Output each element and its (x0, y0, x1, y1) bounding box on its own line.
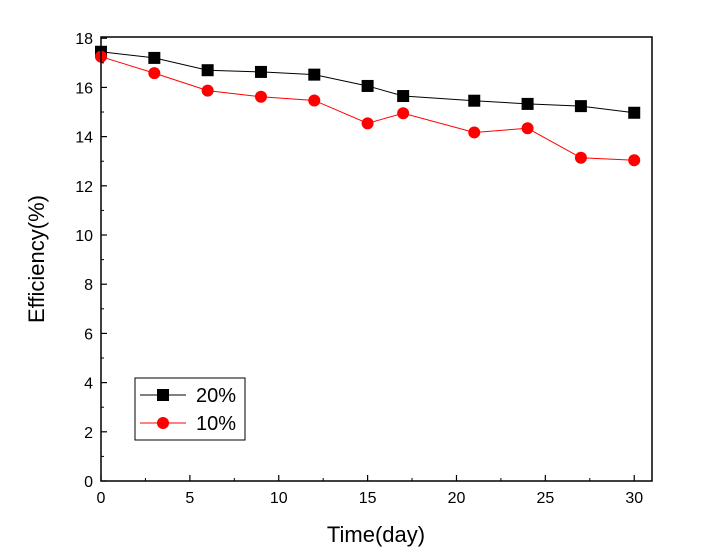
y-tick-label: 2 (84, 425, 93, 442)
series-1 (95, 50, 641, 167)
series-line (100, 56, 635, 161)
y-tick-label: 0 (84, 474, 93, 491)
y-tick-label: 14 (75, 130, 93, 147)
legend-marker (157, 389, 169, 401)
data-point (521, 97, 534, 110)
data-point (628, 154, 641, 167)
series-0 (95, 45, 641, 119)
data-point (148, 67, 161, 80)
legend-box (134, 377, 246, 441)
x-tick-label: 20 (448, 490, 466, 507)
plot-frame (100, 36, 653, 482)
y-tick-label: 10 (75, 228, 93, 245)
plot-marks (95, 45, 641, 167)
x-tick-label: 5 (185, 490, 194, 507)
y-tick-label: 12 (75, 179, 93, 196)
data-point (361, 79, 374, 92)
data-point (574, 100, 587, 113)
legend-label: 20% (196, 385, 236, 407)
y-tick-label: 16 (75, 80, 93, 97)
legend-label: 10% (196, 413, 236, 435)
data-point (254, 90, 267, 103)
data-point (397, 90, 410, 103)
x-tick-label: 10 (270, 490, 288, 507)
data-point (254, 65, 267, 78)
y-axis-label: Efficiency(%) (24, 195, 49, 323)
y-tick-label: 6 (84, 326, 93, 343)
x-axis-label: Time(day) (327, 522, 425, 547)
data-point (468, 94, 481, 107)
data-point (308, 68, 321, 81)
y-tick-label: 18 (75, 31, 93, 48)
x-tick-label: 15 (359, 490, 377, 507)
data-point (628, 106, 641, 119)
legend-marker (157, 417, 169, 429)
axes: 0 5 10 15 20 25 30 0 2 4 6 8 10 12 14 16 18 (75, 31, 643, 507)
data-point (201, 84, 214, 97)
y-tick-label: 4 (84, 376, 93, 393)
data-point (397, 107, 410, 120)
legend: 20%10% (134, 377, 246, 441)
x-tick-label: 0 (97, 490, 106, 507)
data-point (468, 126, 481, 139)
x-tick-label: 25 (536, 490, 554, 507)
y-tick-label: 8 (84, 277, 93, 294)
data-point (148, 51, 161, 64)
data-point (574, 151, 587, 164)
data-point (361, 117, 374, 130)
data-point (521, 122, 534, 135)
x-tick-label: 30 (625, 490, 643, 507)
data-point (308, 94, 321, 107)
data-point (201, 64, 214, 77)
